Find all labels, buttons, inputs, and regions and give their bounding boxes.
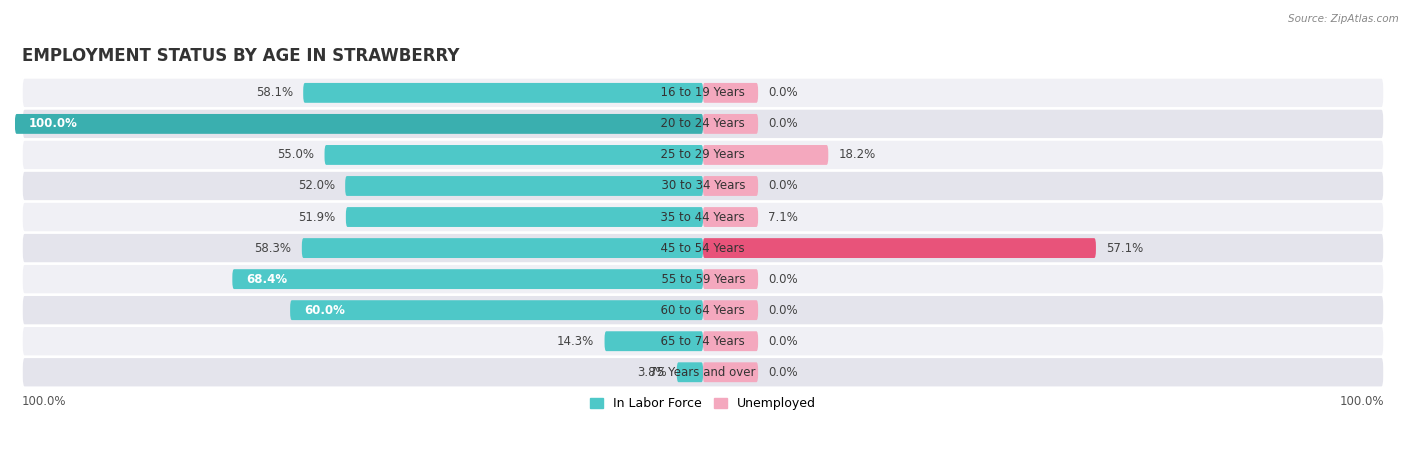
- FancyBboxPatch shape: [344, 176, 703, 196]
- FancyBboxPatch shape: [703, 145, 828, 165]
- Text: 58.1%: 58.1%: [256, 86, 292, 99]
- FancyBboxPatch shape: [21, 140, 1385, 170]
- FancyBboxPatch shape: [703, 238, 1095, 258]
- Text: 60.0%: 60.0%: [304, 304, 344, 317]
- Text: 18.2%: 18.2%: [838, 148, 876, 162]
- Text: 58.3%: 58.3%: [254, 242, 291, 255]
- FancyBboxPatch shape: [21, 202, 1385, 232]
- FancyBboxPatch shape: [703, 362, 758, 382]
- FancyBboxPatch shape: [15, 114, 703, 134]
- Text: 52.0%: 52.0%: [298, 180, 335, 193]
- Text: 51.9%: 51.9%: [298, 211, 336, 224]
- FancyBboxPatch shape: [325, 145, 703, 165]
- Text: 68.4%: 68.4%: [246, 273, 287, 286]
- Text: EMPLOYMENT STATUS BY AGE IN STRAWBERRY: EMPLOYMENT STATUS BY AGE IN STRAWBERRY: [22, 47, 460, 65]
- Text: 45 to 54 Years: 45 to 54 Years: [654, 242, 752, 255]
- FancyBboxPatch shape: [605, 331, 703, 351]
- Text: 57.1%: 57.1%: [1107, 242, 1143, 255]
- Text: 55.0%: 55.0%: [277, 148, 315, 162]
- FancyBboxPatch shape: [302, 238, 703, 258]
- Text: 35 to 44 Years: 35 to 44 Years: [654, 211, 752, 224]
- FancyBboxPatch shape: [232, 269, 703, 289]
- FancyBboxPatch shape: [703, 269, 758, 289]
- Text: 0.0%: 0.0%: [768, 117, 799, 130]
- Text: 14.3%: 14.3%: [557, 335, 595, 348]
- Text: 16 to 19 Years: 16 to 19 Years: [654, 86, 752, 99]
- FancyBboxPatch shape: [290, 300, 703, 320]
- Text: 0.0%: 0.0%: [768, 304, 799, 317]
- Text: 100.0%: 100.0%: [22, 395, 66, 408]
- Text: 7.1%: 7.1%: [768, 211, 799, 224]
- Text: 0.0%: 0.0%: [768, 86, 799, 99]
- Text: 0.0%: 0.0%: [768, 180, 799, 193]
- FancyBboxPatch shape: [703, 207, 758, 227]
- FancyBboxPatch shape: [21, 109, 1385, 139]
- FancyBboxPatch shape: [346, 207, 703, 227]
- Text: 20 to 24 Years: 20 to 24 Years: [654, 117, 752, 130]
- FancyBboxPatch shape: [703, 83, 758, 103]
- FancyBboxPatch shape: [304, 83, 703, 103]
- FancyBboxPatch shape: [21, 78, 1385, 108]
- Text: 65 to 74 Years: 65 to 74 Years: [654, 335, 752, 348]
- FancyBboxPatch shape: [703, 331, 758, 351]
- FancyBboxPatch shape: [703, 114, 758, 134]
- FancyBboxPatch shape: [21, 264, 1385, 294]
- FancyBboxPatch shape: [21, 233, 1385, 263]
- Text: 100.0%: 100.0%: [1340, 395, 1384, 408]
- FancyBboxPatch shape: [676, 362, 703, 382]
- FancyBboxPatch shape: [21, 357, 1385, 387]
- FancyBboxPatch shape: [21, 295, 1385, 325]
- Text: 3.8%: 3.8%: [637, 366, 666, 379]
- Text: 0.0%: 0.0%: [768, 273, 799, 286]
- Text: 100.0%: 100.0%: [28, 117, 77, 130]
- FancyBboxPatch shape: [21, 171, 1385, 201]
- Text: 75 Years and over: 75 Years and over: [643, 366, 763, 379]
- Text: 0.0%: 0.0%: [768, 335, 799, 348]
- Text: 55 to 59 Years: 55 to 59 Years: [654, 273, 752, 286]
- Text: 0.0%: 0.0%: [768, 366, 799, 379]
- FancyBboxPatch shape: [703, 176, 758, 196]
- Text: 60 to 64 Years: 60 to 64 Years: [654, 304, 752, 317]
- FancyBboxPatch shape: [21, 326, 1385, 356]
- Text: Source: ZipAtlas.com: Source: ZipAtlas.com: [1288, 14, 1399, 23]
- Legend: In Labor Force, Unemployed: In Labor Force, Unemployed: [585, 392, 821, 415]
- Text: 25 to 29 Years: 25 to 29 Years: [654, 148, 752, 162]
- Text: 30 to 34 Years: 30 to 34 Years: [654, 180, 752, 193]
- FancyBboxPatch shape: [703, 300, 758, 320]
